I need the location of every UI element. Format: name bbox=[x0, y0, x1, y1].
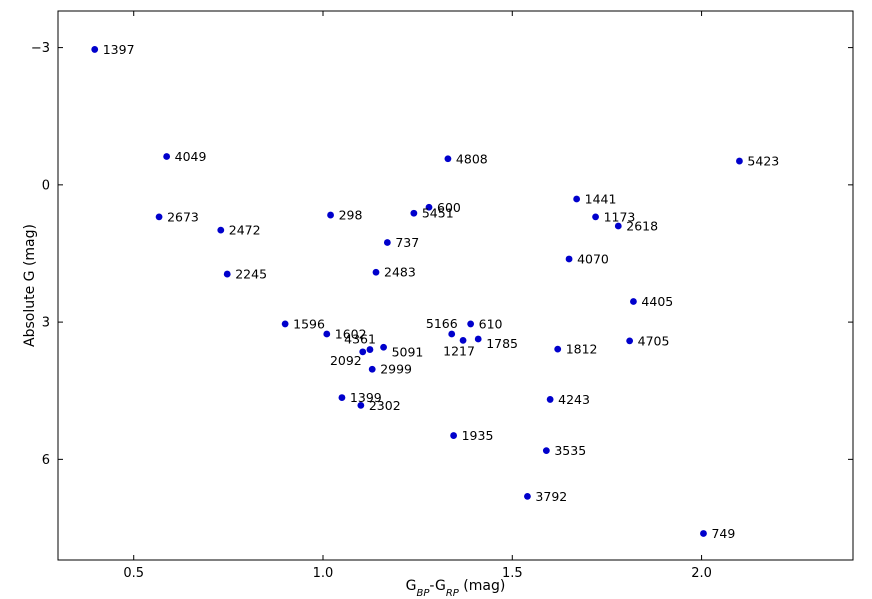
data-point bbox=[281, 320, 289, 328]
y-tick-label: 0 bbox=[42, 178, 50, 193]
data-point-label: 600 bbox=[437, 200, 461, 215]
data-point-label: 4361 bbox=[344, 332, 376, 347]
data-point-label: 1217 bbox=[443, 343, 475, 358]
data-point bbox=[700, 530, 707, 537]
x-tick-label: 1.0 bbox=[313, 566, 334, 581]
data-point-label: 1602 bbox=[335, 326, 367, 341]
data-point-label: 5166 bbox=[426, 316, 458, 331]
data-point bbox=[155, 213, 163, 221]
data-point-label: 298 bbox=[339, 208, 363, 223]
data-point-label: 2618 bbox=[626, 219, 658, 234]
y-axis-label: Absolute G (mag) bbox=[22, 224, 38, 347]
data-point-label: 2999 bbox=[380, 362, 412, 377]
data-point bbox=[323, 330, 331, 338]
data-point-label: 1812 bbox=[566, 342, 598, 357]
data-point-label: 5423 bbox=[747, 154, 779, 169]
x-tick-label: 1.5 bbox=[502, 566, 523, 581]
data-point bbox=[573, 195, 581, 203]
data-point bbox=[467, 320, 475, 328]
data-point bbox=[630, 298, 637, 305]
x-tick-label: 0.5 bbox=[123, 566, 144, 581]
data-point-label: 3535 bbox=[554, 443, 586, 458]
data-point-label: 737 bbox=[395, 235, 419, 250]
data-point bbox=[410, 209, 418, 217]
data-point-label: 4405 bbox=[641, 294, 673, 309]
data-point bbox=[372, 268, 380, 276]
data-point-label: 4243 bbox=[558, 392, 590, 407]
data-point bbox=[626, 337, 634, 345]
plot-frame bbox=[57, 10, 854, 561]
data-point-label: 4070 bbox=[577, 251, 609, 266]
data-point bbox=[736, 157, 743, 165]
data-point-label: 5451 bbox=[422, 206, 454, 221]
y-tick-label: 6 bbox=[42, 453, 50, 468]
data-point-label: 1935 bbox=[462, 428, 494, 443]
axis-ticks: 0.5 1.0 1.5 2.0 −3 0 3 6 bbox=[31, 11, 853, 581]
data-point bbox=[592, 213, 599, 221]
data-point-label: 4808 bbox=[456, 151, 488, 166]
y-tick-label: 3 bbox=[42, 316, 50, 331]
data-point bbox=[338, 394, 346, 401]
data-point bbox=[383, 239, 391, 246]
data-point-label: 2245 bbox=[235, 267, 267, 282]
data-point bbox=[425, 203, 433, 211]
x-tick-label: 2.0 bbox=[691, 566, 712, 581]
data-point-label: 1397 bbox=[103, 42, 135, 57]
data-point bbox=[474, 335, 482, 343]
data-point-label: 4049 bbox=[175, 149, 207, 164]
data-point-label: 1441 bbox=[585, 192, 617, 207]
data-point bbox=[163, 153, 171, 160]
data-point bbox=[380, 343, 387, 351]
data-point-label: 2302 bbox=[369, 398, 401, 413]
data-point-label: 2092 bbox=[330, 353, 362, 368]
data-point bbox=[524, 493, 531, 500]
data-point-label: 1173 bbox=[604, 209, 636, 224]
data-point-label: 749 bbox=[711, 526, 735, 541]
data-point-label: 2673 bbox=[167, 209, 199, 224]
data-point bbox=[459, 337, 467, 344]
data-point bbox=[450, 432, 458, 439]
data-point bbox=[444, 155, 452, 163]
x-label-sub-rp: RP bbox=[446, 588, 460, 599]
data-point-label: 2472 bbox=[229, 223, 261, 238]
data-point-label: 1596 bbox=[293, 316, 325, 331]
data-point bbox=[223, 270, 231, 278]
data-point bbox=[357, 401, 365, 409]
data-point-label: 610 bbox=[479, 316, 503, 331]
data-point-label: 1399 bbox=[350, 390, 382, 405]
data-point bbox=[565, 255, 573, 263]
data-point bbox=[327, 211, 334, 219]
data-point bbox=[614, 222, 622, 230]
data-point-label: 1785 bbox=[486, 336, 518, 351]
data-point bbox=[91, 46, 99, 53]
x-label-sub-bp: BP bbox=[417, 588, 431, 599]
data-point bbox=[546, 396, 554, 403]
data-point bbox=[366, 346, 374, 353]
data-point bbox=[554, 345, 562, 353]
x-axis-label: GBP-GRP (mag) bbox=[406, 578, 506, 599]
y-tick-label: −3 bbox=[31, 41, 50, 56]
data-point bbox=[368, 365, 376, 373]
data-point bbox=[542, 447, 550, 455]
data-point bbox=[448, 330, 456, 338]
data-point-label: 2483 bbox=[384, 265, 416, 280]
data-point bbox=[217, 226, 225, 234]
data-point-label: 4705 bbox=[638, 333, 670, 348]
data-point-label: 5091 bbox=[392, 344, 424, 359]
data-point bbox=[359, 348, 367, 356]
data-point-label: 3792 bbox=[535, 489, 567, 504]
